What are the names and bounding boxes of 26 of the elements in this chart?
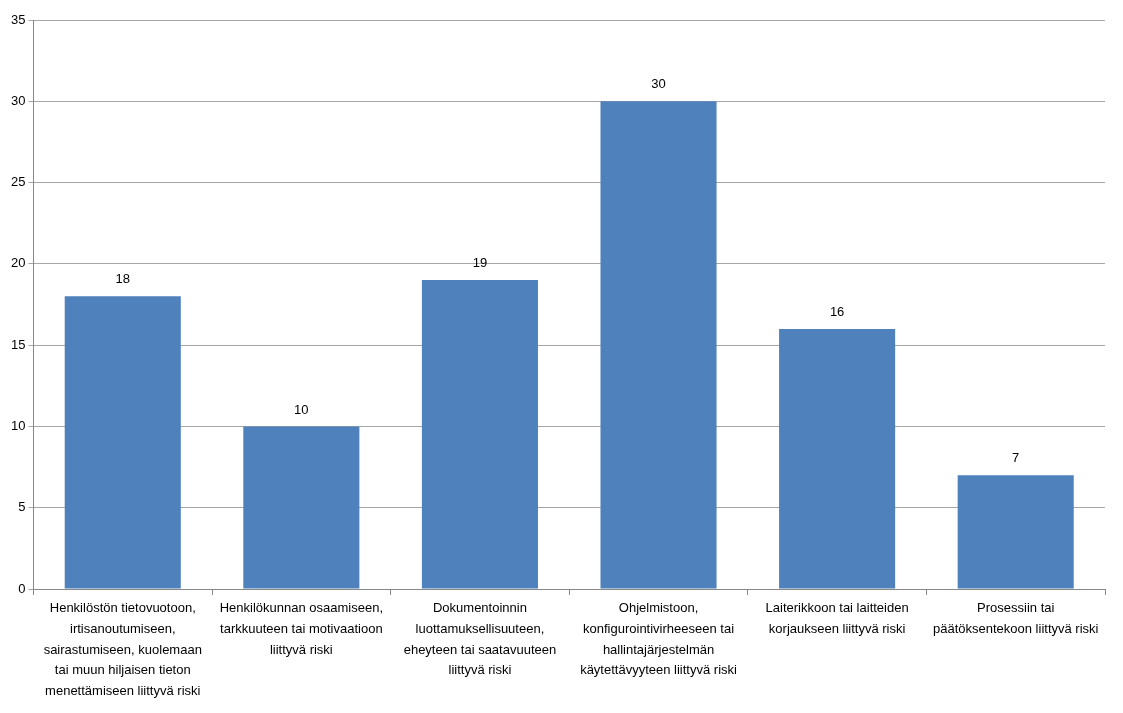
bar (957, 475, 1074, 589)
data-label: 18 (115, 271, 130, 287)
bar (779, 328, 896, 589)
x-tick-label: Henkilökunnan osaamiseen, tarkkuuteen tai motivaatioon liittyvä riski (219, 599, 384, 657)
data-label: 19 (472, 255, 488, 271)
x-tick-label: Prosessiin tai päätöksentekoon liittyvä riski (932, 599, 1099, 636)
x-tick-label: Laiterikkoon tai laitteiden korjaukseen liittyvä riski (765, 599, 909, 636)
bar (600, 101, 717, 589)
bar (421, 280, 538, 589)
y-tick-label: 35 (10, 11, 26, 27)
x-tick-label: Dokumentoinnin luottamuksellisuuteen, eheyteen tai saatavuuteen liittyvä riski (403, 599, 557, 678)
y-tick-label: 20 (10, 255, 26, 271)
y-tick-label: 10 (10, 418, 26, 434)
y-tick-label: 30 (10, 92, 26, 108)
data-label: 30 (651, 76, 666, 92)
x-tick-label: Ohjelmistoon, konfigurointivirheeseen tai hallintajärjestelmän käytettävyyteen liittyvä riski (580, 599, 738, 678)
y-tick-label: 5 (18, 499, 26, 515)
bar (64, 296, 181, 589)
x-tick-label: Henkilöstön tietovuotoon, irtisanoutumiseen, sairastumiseen, kuolemaan tai muun hiljaisen tieton menettämiseen liittyvä riski (43, 599, 202, 699)
y-tick-label: 25 (10, 174, 26, 190)
bar (243, 426, 360, 589)
data-label: 7 (1012, 450, 1020, 466)
data-label: 16 (829, 303, 845, 319)
y-tick-label: 0 (18, 580, 26, 596)
y-tick-label: 15 (10, 336, 26, 352)
data-label: 10 (294, 401, 309, 417)
